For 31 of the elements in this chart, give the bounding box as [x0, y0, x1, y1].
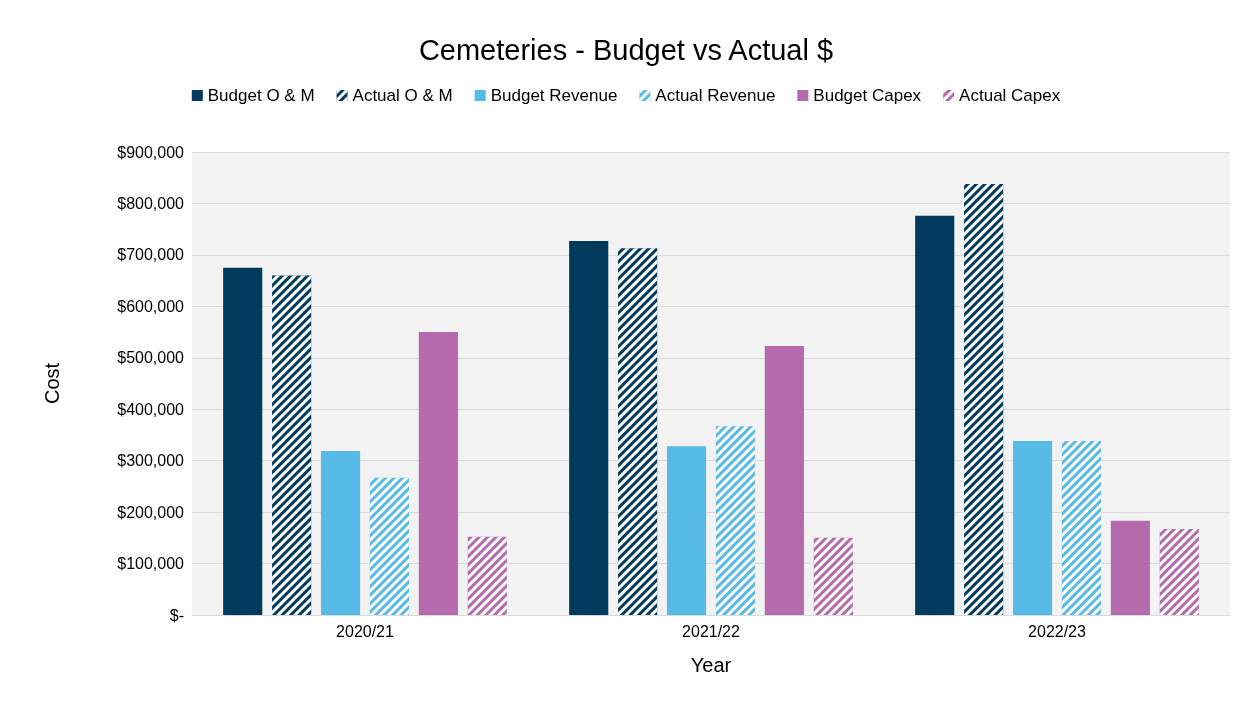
bar: [915, 215, 955, 615]
y-tick-label: $800,000: [117, 194, 185, 212]
bar: [1012, 441, 1053, 615]
y-tick-label: $600,000: [117, 297, 185, 315]
bar: [1110, 520, 1150, 615]
bar: [569, 241, 609, 615]
bar: [764, 345, 804, 615]
legend-label: Budget O & M: [207, 86, 315, 105]
x-tick-label: 2022/23: [1028, 622, 1087, 640]
bar: [418, 332, 458, 615]
x-axis-title: Year: [690, 654, 732, 676]
y-tick-label: $200,000: [117, 503, 185, 521]
y-tick-label: $500,000: [117, 349, 185, 367]
y-axis-title: Cost: [41, 362, 63, 405]
bar: [320, 450, 361, 615]
legend-label: Budget Capex: [813, 86, 922, 105]
y-tick-label: $300,000: [117, 452, 185, 470]
chart-title: Cemeteries - Budget vs Actual $: [418, 33, 834, 66]
y-tick-label: $100,000: [117, 555, 185, 573]
y-tick-label: $900,000: [117, 143, 185, 161]
x-tick-label: 2020/21: [336, 622, 395, 640]
legend-label: Budget Revenue: [490, 86, 618, 105]
legend-label: Actual Revenue: [655, 86, 776, 105]
bar: [666, 446, 707, 615]
y-tick-label: $400,000: [117, 400, 185, 418]
bar: [223, 267, 263, 615]
y-tick-label: $700,000: [117, 246, 185, 264]
x-tick-label: 2021/22: [682, 622, 741, 640]
legend-label: Actual O & M: [352, 86, 453, 105]
legend-label: Actual Capex: [959, 86, 1061, 105]
y-tick-label: $-: [169, 606, 184, 624]
